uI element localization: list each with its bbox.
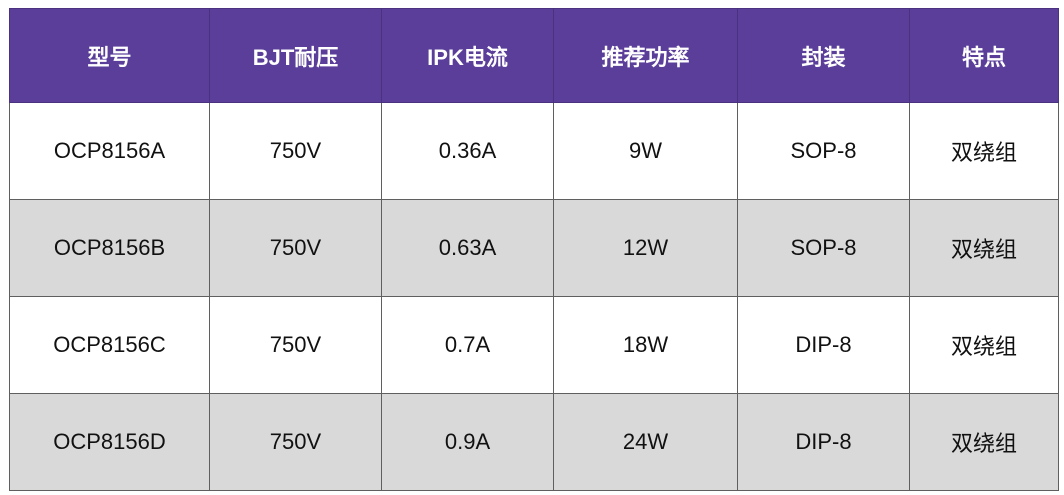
table-cell: 12W bbox=[553, 199, 738, 297]
table-cell: 0.36A bbox=[381, 102, 554, 200]
table-row: OCP8156C 750V 0.7A 18W DIP-8 双绕组 bbox=[9, 296, 1059, 394]
table-cell: SOP-8 bbox=[737, 199, 910, 297]
table-cell: 9W bbox=[553, 102, 738, 200]
header-cell: 特点 bbox=[909, 8, 1059, 103]
table-cell: 750V bbox=[209, 296, 382, 394]
table-cell: 双绕组 bbox=[909, 199, 1059, 297]
table-cell: 双绕组 bbox=[909, 393, 1059, 491]
table-cell: 0.7A bbox=[381, 296, 554, 394]
header-cell: BJT耐压 bbox=[209, 8, 382, 103]
table-cell: DIP-8 bbox=[737, 393, 910, 491]
header-cell: 封装 bbox=[737, 8, 910, 103]
header-cell: 型号 bbox=[9, 8, 210, 103]
table-cell: 双绕组 bbox=[909, 296, 1059, 394]
table-cell: OCP8156D bbox=[9, 393, 210, 491]
spec-table: 型号 BJT耐压 IPK电流 推荐功率 封装 特点 OCP8156A 750V 0.36A 9W… bbox=[9, 8, 1059, 491]
table-cell: DIP-8 bbox=[737, 296, 910, 394]
table-cell: 750V bbox=[209, 102, 382, 200]
table-body: OCP8156A 750V 0.36A 9W SOP-8 双绕组 OCP8156B 750V 0… bbox=[9, 102, 1059, 491]
table-row: OCP8156D 750V 0.9A 24W DIP-8 双绕组 bbox=[9, 393, 1059, 491]
table-cell: 750V bbox=[209, 199, 382, 297]
table-cell: OCP8156C bbox=[9, 296, 210, 394]
table-cell: 0.63A bbox=[381, 199, 554, 297]
table-cell: SOP-8 bbox=[737, 102, 910, 200]
table-row: OCP8156A 750V 0.36A 9W SOP-8 双绕组 bbox=[9, 102, 1059, 200]
table-cell: 双绕组 bbox=[909, 102, 1059, 200]
table-cell: 24W bbox=[553, 393, 738, 491]
table-cell: 0.9A bbox=[381, 393, 554, 491]
table-cell: 750V bbox=[209, 393, 382, 491]
table-cell: 18W bbox=[553, 296, 738, 394]
header-cell: 推荐功率 bbox=[553, 8, 738, 103]
header-cell: IPK电流 bbox=[381, 8, 554, 103]
table-cell: OCP8156B bbox=[9, 199, 210, 297]
table-container: 型号 BJT耐压 IPK电流 推荐功率 封装 特点 OCP8156A 750V 0.36A 9W… bbox=[9, 8, 1059, 491]
table-cell: OCP8156A bbox=[9, 102, 210, 200]
header-row: 型号 BJT耐压 IPK电流 推荐功率 封装 特点 bbox=[9, 8, 1059, 103]
table-row: OCP8156B 750V 0.63A 12W SOP-8 双绕组 bbox=[9, 199, 1059, 297]
